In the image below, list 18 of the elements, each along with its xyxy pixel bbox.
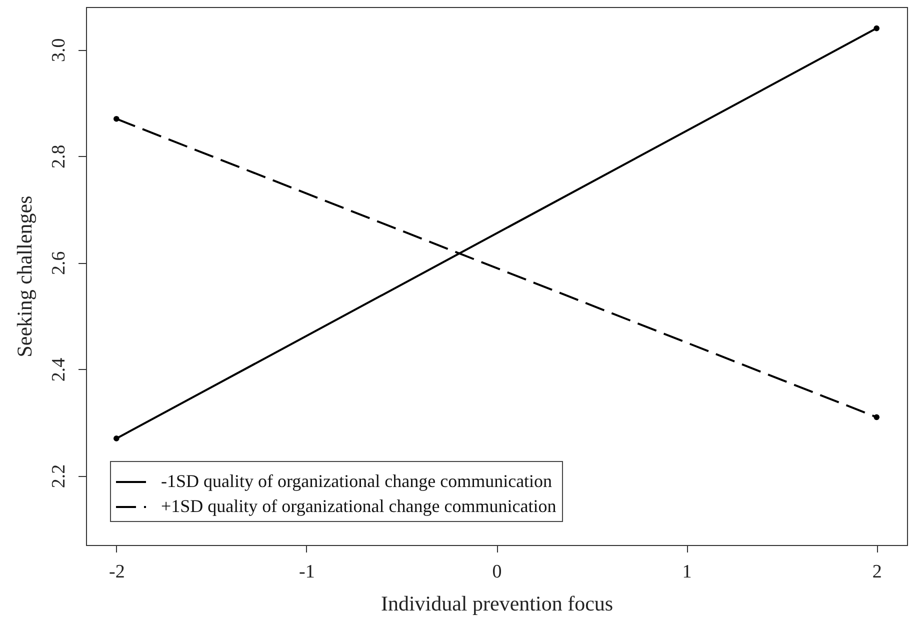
y-tick-label: 3.0 [48, 38, 70, 62]
y-tick-label: 2.8 [48, 144, 70, 169]
legend-label: +1SD quality of organizational change communication [161, 496, 556, 516]
y-axis-title: Seeking challenges [12, 196, 36, 358]
point [113, 436, 120, 442]
y-tick-label: 2.4 [48, 357, 70, 382]
point [113, 116, 120, 122]
x-tick-label: 2 [872, 562, 882, 582]
x-tick-label: -1 [299, 562, 315, 582]
x-tick-label: -2 [108, 562, 125, 582]
y-tick-label: 2.2 [48, 464, 70, 488]
y-tick-label: 2.6 [48, 251, 70, 276]
point [874, 414, 880, 420]
x-tick-label: 1 [682, 562, 692, 582]
point [874, 25, 880, 32]
x-tick-label: 0 [492, 562, 502, 582]
legend-label: -1SD quality of organizational change communication [161, 471, 552, 491]
x-axis-title: Individual prevention focus [380, 592, 614, 616]
